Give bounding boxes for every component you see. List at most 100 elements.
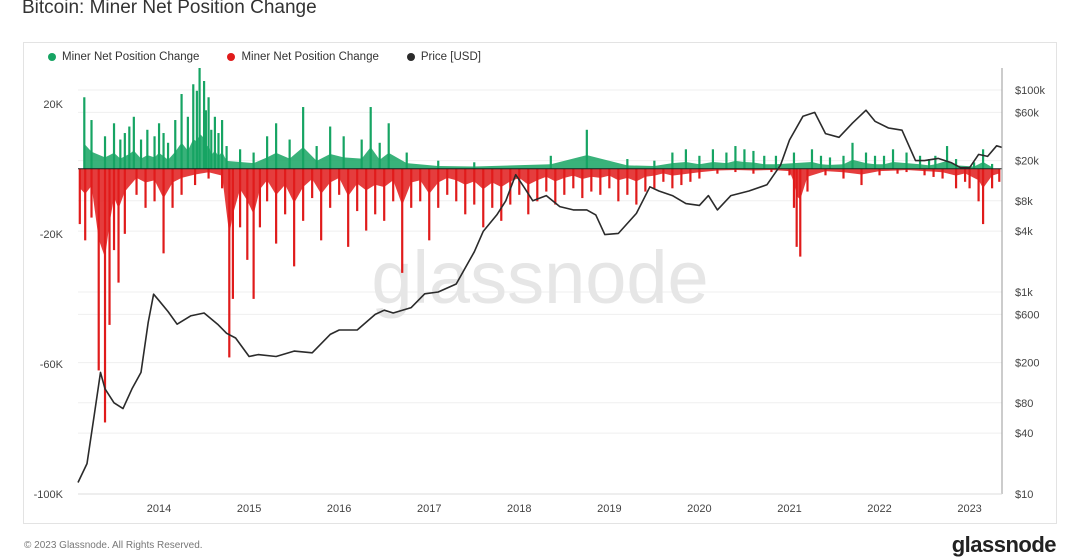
- outflow-bar: [266, 168, 269, 202]
- legend-swatch-green: [48, 53, 56, 61]
- outflow-bar: [491, 168, 494, 208]
- outflow-bar: [545, 168, 548, 192]
- legend-item-price[interactable]: Price [USD]: [406, 51, 481, 63]
- legend: Miner Net Position Change Miner Net Posi…: [48, 51, 481, 63]
- inflow-bar: [225, 146, 228, 169]
- outflow-bar: [644, 168, 647, 192]
- outflow-bar: [108, 168, 111, 325]
- inflow-bar: [180, 94, 183, 169]
- outflow-bar: [258, 168, 262, 228]
- left-tick-label: 20K: [43, 99, 63, 111]
- x-tick-label: 2021: [777, 503, 801, 515]
- inflow-bar: [220, 120, 224, 169]
- outflow-bar: [455, 168, 458, 202]
- outflow-bar: [207, 168, 210, 179]
- outflow-bar: [356, 168, 359, 212]
- x-tick-label: 2015: [237, 503, 261, 515]
- outflow-bar: [878, 168, 881, 176]
- price-series-line: [77, 109, 1003, 483]
- legend-item-inflow[interactable]: Miner Net Position Change: [48, 51, 199, 63]
- outflow-bar: [671, 168, 674, 189]
- left-tick-label: -20K: [40, 229, 64, 241]
- outflow-bar: [171, 168, 174, 208]
- outflow-bar: [617, 168, 620, 202]
- inflow-bar: [103, 136, 107, 169]
- inflow-bar: [275, 123, 278, 169]
- inflow-bar: [195, 90, 198, 169]
- outflow-bar: [963, 168, 967, 182]
- outflow-bar: [392, 168, 395, 202]
- inflow-bar: [204, 110, 207, 169]
- inflow-bar: [945, 146, 949, 169]
- inflow-bar: [711, 149, 715, 169]
- outflow-bar-envelope: [79, 168, 1000, 258]
- inflow-bar: [369, 107, 372, 169]
- right-tick-label: $200: [1015, 358, 1039, 370]
- left-axis: 20K -20K -60K -100K: [34, 99, 64, 501]
- left-tick-label: -60K: [40, 359, 64, 371]
- inflow-bar: [329, 126, 332, 169]
- outflow-bar: [84, 168, 87, 241]
- inflow-bar: [927, 159, 931, 169]
- outflow-bar: [97, 168, 100, 371]
- x-tick-label: 2016: [327, 503, 351, 515]
- x-tick-label: 2020: [687, 503, 711, 515]
- right-tick-label: $4k: [1015, 226, 1033, 238]
- outflow-bar: [941, 168, 944, 179]
- inflow-bar: [192, 84, 195, 169]
- inflow-bar: [734, 146, 737, 169]
- inflow-bar: [864, 152, 868, 169]
- outflow-bar: [981, 168, 985, 225]
- outflow-bar: [193, 168, 197, 186]
- legend-item-outflow[interactable]: Miner Net Position Change: [227, 51, 379, 63]
- outflow-bar: [112, 168, 116, 251]
- inflow-bar: [891, 149, 895, 169]
- outflow-bar: [401, 168, 404, 273]
- copyright: © 2023 Glassnode. All Rights Reserved.: [24, 540, 203, 551]
- outflow-bar: [734, 168, 737, 173]
- outflow-bar: [998, 168, 1001, 182]
- inflow-bar: [112, 123, 116, 169]
- inflow-bar: [174, 120, 177, 169]
- outflow-bar: [320, 168, 323, 241]
- left-tick-label: -100K: [34, 489, 64, 501]
- outflow-bar: [231, 168, 235, 299]
- inflow-bar: [905, 152, 908, 169]
- inflow-bar: [990, 163, 994, 169]
- inflow-bar: [387, 123, 390, 169]
- outflow-bar: [896, 168, 899, 174]
- x-tick-label: 2018: [507, 503, 531, 515]
- inflow-bar: [153, 136, 156, 169]
- outflow-bar: [347, 168, 350, 247]
- right-tick-label: $40: [1015, 428, 1033, 440]
- outflow-bar: [311, 168, 314, 199]
- outflow-bar: [788, 168, 791, 176]
- outflow-bar: [536, 168, 539, 202]
- inflow-bar: [198, 68, 201, 169]
- legend-label-inflow: Miner Net Position Change: [62, 51, 200, 63]
- inflow-bar: [810, 149, 814, 169]
- inflow-bar: [128, 126, 131, 169]
- outflow-bar: [518, 168, 521, 195]
- outflow-bar: [509, 168, 512, 205]
- inflow-bar: [162, 133, 165, 169]
- outflow-bar: [293, 168, 296, 267]
- inflow-bar: [252, 152, 255, 169]
- inflow-bar: [473, 162, 476, 169]
- inflow-bar: [437, 160, 440, 169]
- inflow-bar: [302, 107, 305, 169]
- inflow-bar-envelope: [84, 133, 993, 169]
- inflow-bar: [981, 149, 985, 169]
- outflow-bar: [117, 168, 120, 283]
- inflow-bar: [684, 149, 687, 169]
- outflow-bar: [860, 168, 863, 186]
- outflow-bar: [428, 168, 431, 241]
- inflow-bar: [585, 129, 588, 169]
- outflow-bar: [374, 168, 377, 215]
- price-line: [77, 109, 1003, 483]
- inflow-bar: [213, 116, 216, 169]
- outflow-bar: [792, 168, 796, 208]
- outflow-bar: [608, 168, 611, 189]
- outflow-bar: [464, 168, 467, 215]
- outflow-bar: [90, 168, 93, 218]
